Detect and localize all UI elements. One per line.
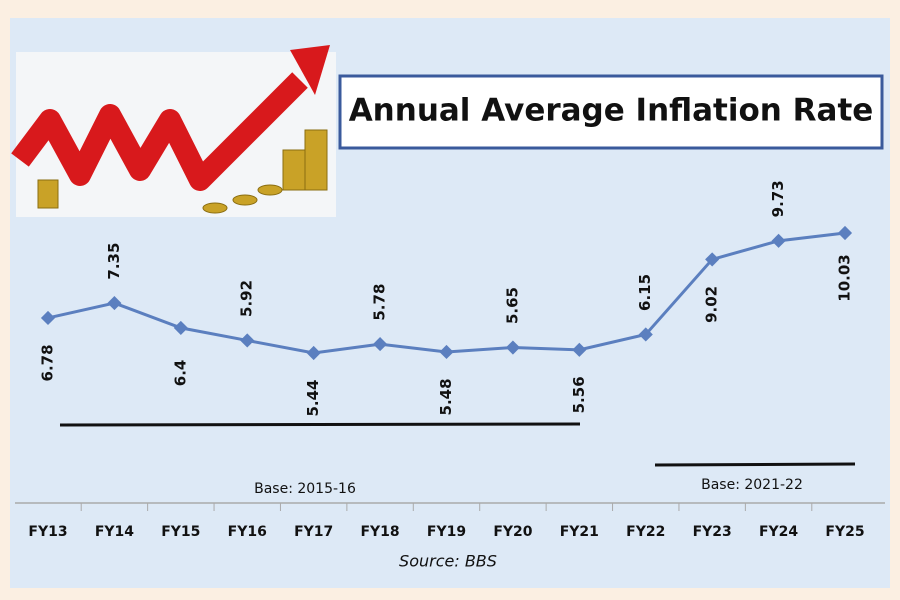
x-tick-label: FY24 bbox=[759, 524, 798, 540]
marker bbox=[373, 337, 388, 352]
data-label: 6.4 bbox=[171, 360, 189, 387]
data-label: 5.48 bbox=[437, 378, 455, 415]
data-label: 9.73 bbox=[769, 180, 787, 217]
data-label: 10.03 bbox=[836, 254, 854, 301]
data-label: 6.15 bbox=[636, 274, 654, 311]
data-label: 5.56 bbox=[570, 376, 588, 413]
x-tick-label: FY19 bbox=[427, 524, 466, 540]
data-label: 9.02 bbox=[703, 286, 721, 323]
x-tick-label: FY15 bbox=[161, 524, 200, 540]
marker bbox=[837, 225, 853, 241]
data-label: 5.44 bbox=[304, 379, 322, 416]
data-label: 5.78 bbox=[371, 284, 389, 321]
data-label: 5.92 bbox=[238, 280, 256, 317]
chart-title: Annual Average Inflation Rate bbox=[349, 93, 874, 129]
annotation: Base: 2021-22 bbox=[701, 477, 803, 493]
x-tick-label: FY20 bbox=[493, 524, 532, 540]
x-tick-label: FY23 bbox=[693, 524, 732, 540]
base-line bbox=[654, 462, 856, 467]
x-tick-label: FY25 bbox=[825, 524, 864, 540]
data-label: 6.78 bbox=[39, 344, 57, 381]
data-label: 5.65 bbox=[503, 287, 521, 324]
x-tick-label: FY13 bbox=[28, 524, 67, 540]
x-tick-label: FY22 bbox=[626, 524, 665, 540]
x-tick-label: FY21 bbox=[560, 524, 599, 540]
marker bbox=[306, 345, 321, 361]
marker bbox=[439, 344, 454, 360]
decorative-image bbox=[11, 45, 336, 217]
x-tick-label: FY17 bbox=[294, 524, 333, 540]
marker bbox=[107, 295, 122, 311]
x-tick-label: FY16 bbox=[228, 524, 267, 540]
marker bbox=[705, 252, 720, 267]
x-tick-label: FY18 bbox=[360, 524, 399, 540]
marker bbox=[638, 327, 653, 342]
marker bbox=[771, 233, 786, 248]
x-tick-label: FY14 bbox=[95, 524, 134, 540]
base-line bbox=[59, 422, 581, 427]
data-label: 7.35 bbox=[105, 243, 123, 280]
title-box bbox=[338, 74, 884, 150]
marker bbox=[240, 333, 255, 348]
marker bbox=[40, 310, 56, 326]
source: Source: BBS bbox=[399, 552, 497, 571]
marker bbox=[572, 342, 587, 357]
marker bbox=[173, 320, 188, 335]
annotation: Base: 2015-16 bbox=[254, 481, 356, 497]
